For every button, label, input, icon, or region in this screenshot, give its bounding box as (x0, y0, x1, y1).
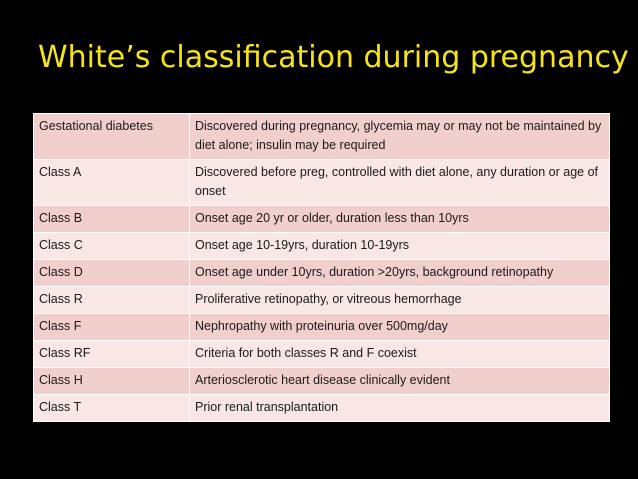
table-row-class-c: Class C Onset age 10-19yrs, duration 10-… (33, 232, 610, 260)
description-cell: Nephropathy with proteinuria over 500mg/… (189, 313, 610, 341)
class-cell: Class R (33, 286, 190, 314)
class-cell: Class T (33, 394, 190, 422)
table-row-class-b: Class B Onset age 20 yr or older, durati… (33, 205, 610, 233)
table-row-class-a: Class A Discovered before preg, controll… (33, 159, 610, 206)
class-cell: Class B (33, 205, 190, 233)
class-cell: Class F (33, 313, 190, 341)
table-row-class-h: Class H Arteriosclerotic heart disease c… (33, 367, 610, 395)
class-cell: Gestational diabetes (33, 113, 190, 160)
description-cell: Onset age 10-19yrs, duration 10-19yrs (189, 232, 610, 260)
white-classification-table: Gestational diabetes Discovered during p… (33, 113, 610, 422)
table-row-class-d: Class D Onset age under 10yrs, duration … (33, 259, 610, 287)
description-cell: Discovered before preg, controlled with … (189, 159, 610, 206)
class-cell: Class C (33, 232, 190, 260)
description-cell: Onset age 20 yr or older, duration less … (189, 205, 610, 233)
class-cell: Class RF (33, 340, 190, 368)
description-cell: Onset age under 10yrs, duration >20yrs, … (189, 259, 610, 287)
description-cell: Arteriosclerotic heart disease clinicall… (189, 367, 610, 395)
table-row-class-t: Class T Prior renal transplantation (33, 394, 610, 422)
table-row-class-f: Class F Nephropathy with proteinuria ove… (33, 313, 610, 341)
table-row-class-r: Class R Proliferative retinopathy, or vi… (33, 286, 610, 314)
description-cell: Criteria for both classes R and F coexis… (189, 340, 610, 368)
table-row-gestational: Gestational diabetes Discovered during p… (33, 113, 610, 160)
description-cell: Prior renal transplantation (189, 394, 610, 422)
class-cell: Class D (33, 259, 190, 287)
table-row-class-rf: Class RF Criteria for both classes R and… (33, 340, 610, 368)
description-cell: Discovered during pregnancy, glycemia ma… (189, 113, 610, 160)
class-cell: Class A (33, 159, 190, 206)
description-cell: Proliferative retinopathy, or vitreous h… (189, 286, 610, 314)
slide-title: White’s classification during pregnancy (38, 40, 629, 75)
class-cell: Class H (33, 367, 190, 395)
